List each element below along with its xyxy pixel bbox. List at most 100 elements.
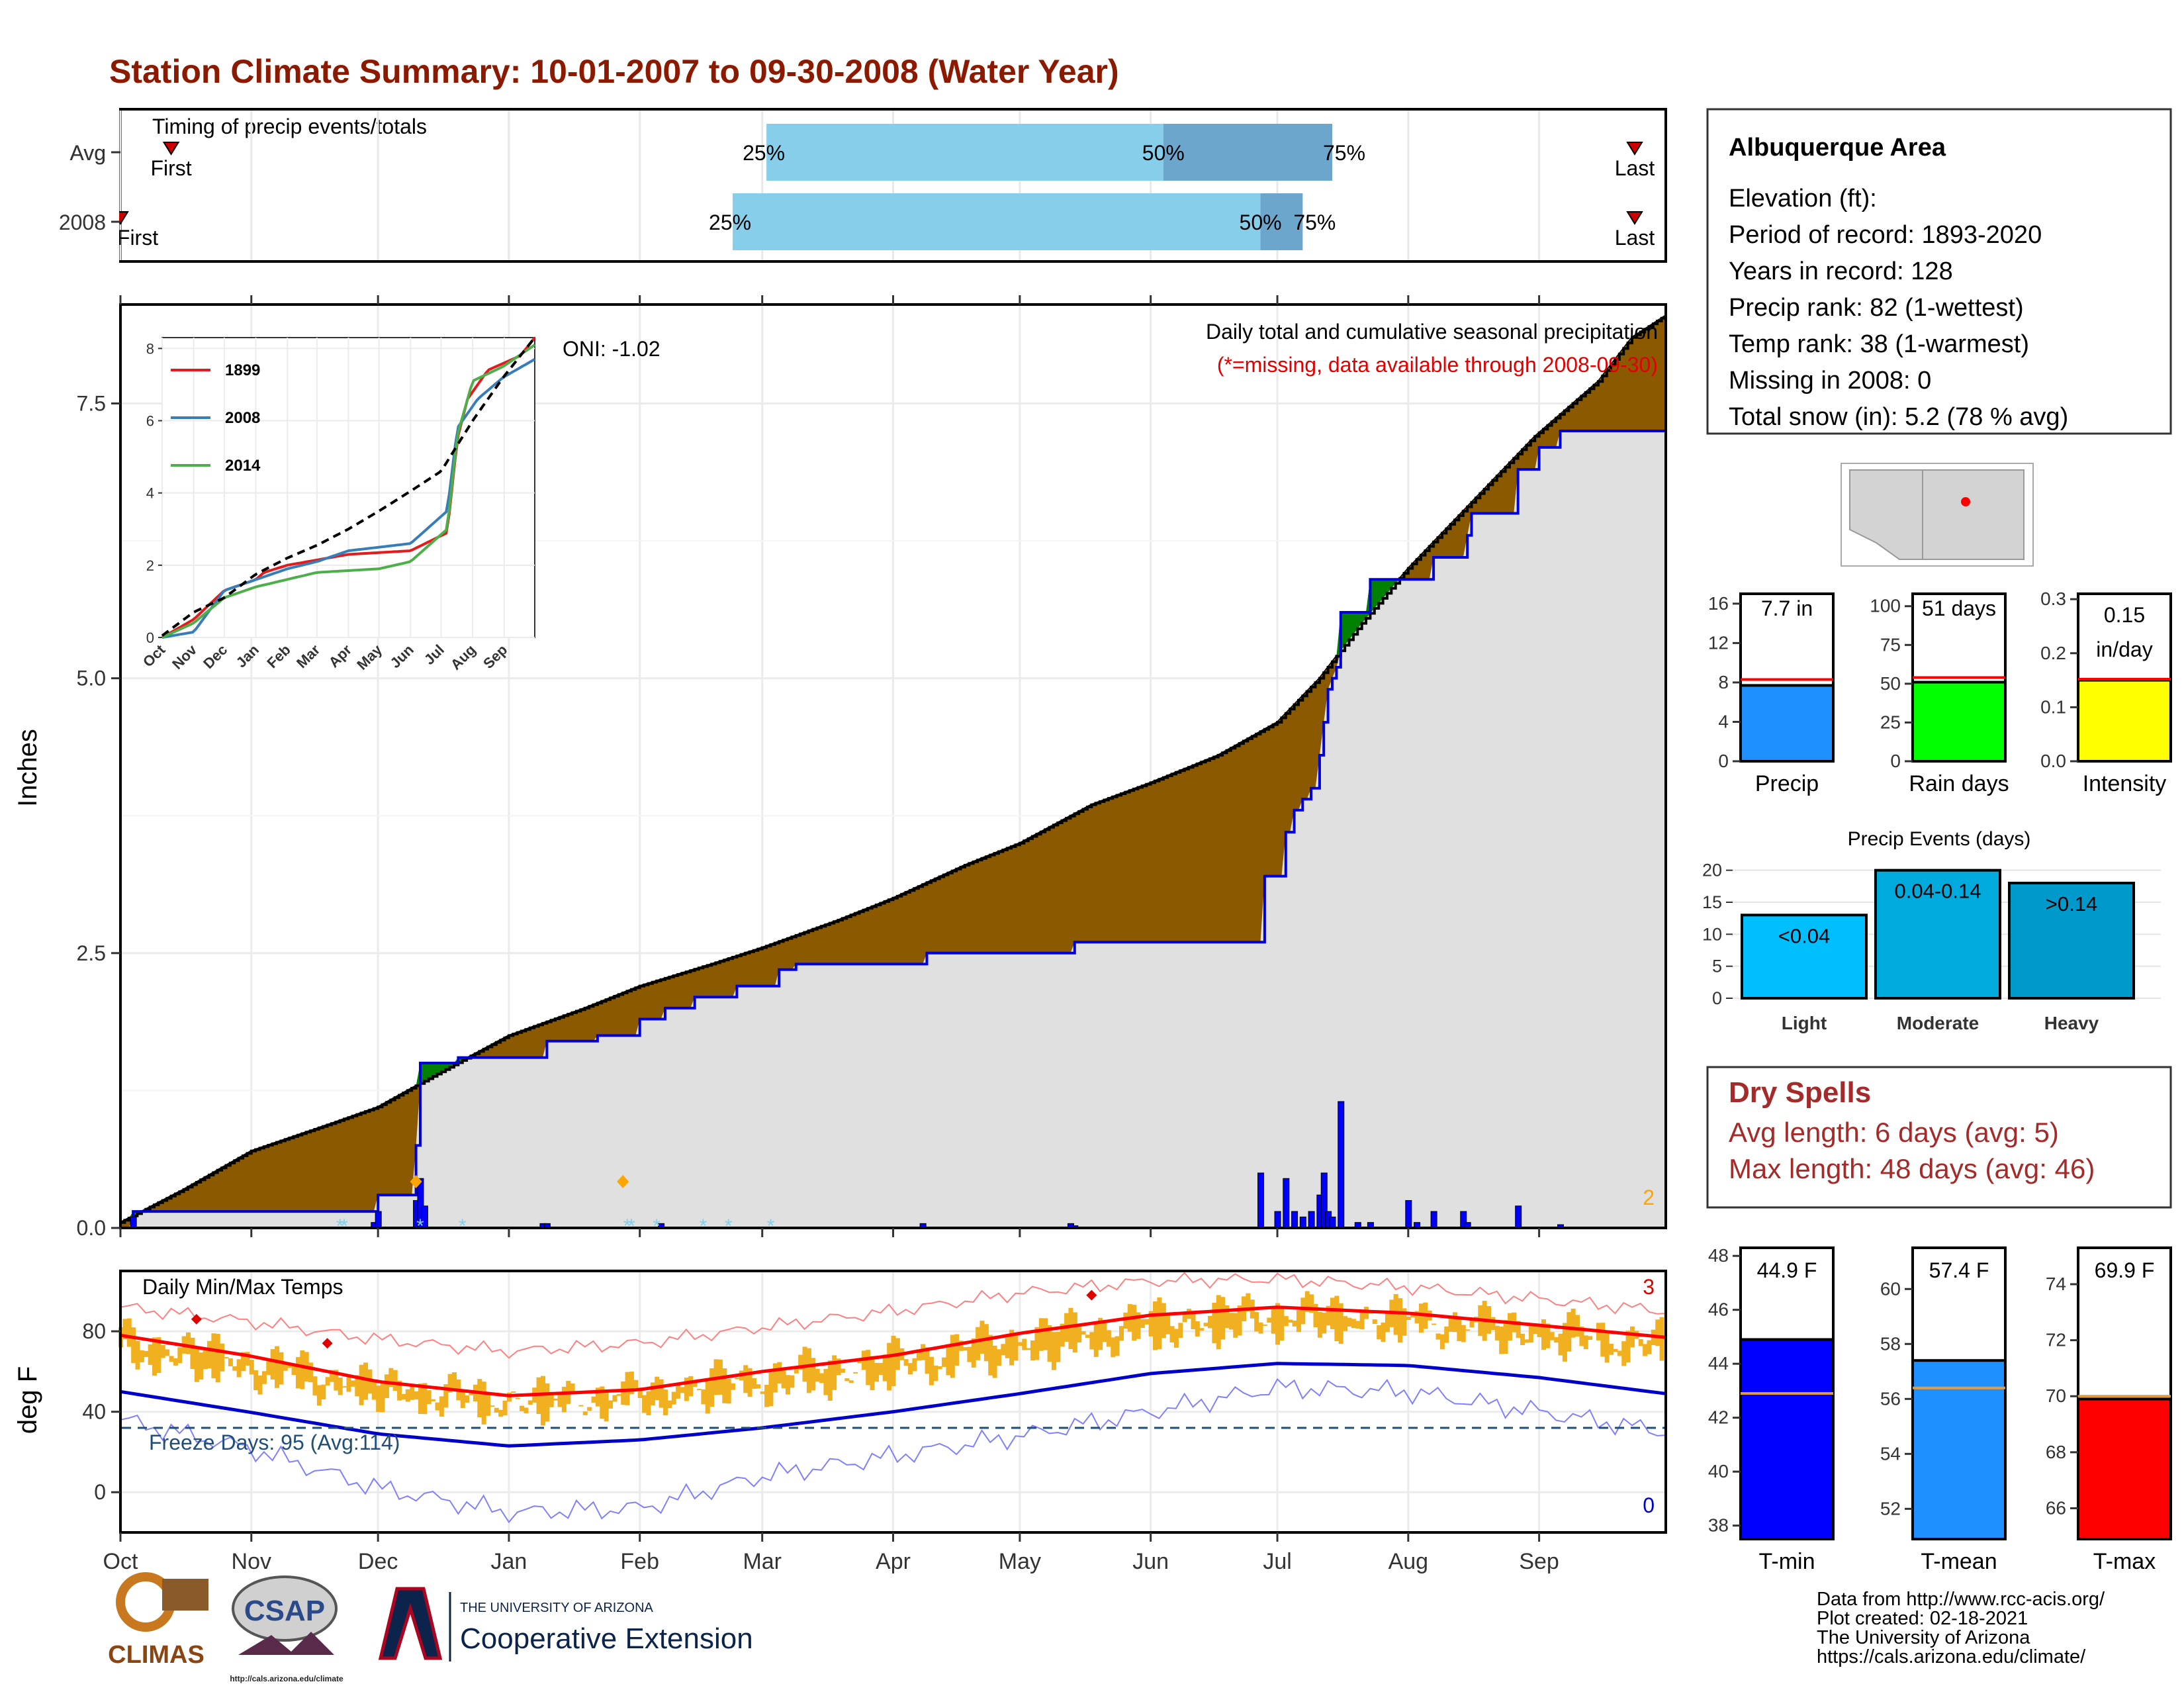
ua-line-1: THE UNIVERSITY OF ARIZONA bbox=[460, 1601, 654, 1615]
daily-temp-bar bbox=[1271, 1307, 1276, 1334]
temperature-summary-bars: 38 40 42 44 46 48 44.9 F T-min 52 54 56 58 60 57.4 F T… bbox=[1708, 1245, 2172, 1574]
daily-temp-bar bbox=[1022, 1338, 1027, 1350]
daily-temp-bar bbox=[1570, 1308, 1576, 1338]
daily-temp-bar bbox=[523, 1407, 529, 1413]
daily-temp-bar bbox=[206, 1340, 212, 1369]
daily-temp-bar bbox=[465, 1395, 470, 1403]
daily-temp-bar bbox=[790, 1375, 795, 1388]
inset-y-tick-label: 4 bbox=[146, 485, 154, 502]
daily-temp-bar bbox=[553, 1398, 559, 1401]
daily-temp-bar bbox=[629, 1372, 634, 1395]
daily-temp-bar bbox=[1558, 1333, 1563, 1356]
daily-temp-bar bbox=[912, 1358, 917, 1372]
events-bar-value: >0.14 bbox=[2046, 892, 2097, 915]
daily-temp-bar bbox=[190, 1337, 195, 1370]
daily-temp-bar bbox=[988, 1335, 993, 1376]
daily-temp-bar bbox=[646, 1391, 651, 1415]
daily-temp-bar bbox=[1148, 1311, 1154, 1336]
freeze-days-label: Freeze Days: 95 (Avg:114) bbox=[149, 1430, 400, 1454]
daily-temp-bar bbox=[621, 1381, 626, 1405]
first-event-label: First bbox=[117, 226, 158, 250]
daily-temp-bar bbox=[582, 1411, 588, 1415]
daily-temp-bar bbox=[781, 1368, 786, 1389]
daily-temp-bar bbox=[431, 1399, 436, 1401]
daily-temp-bar bbox=[1613, 1348, 1618, 1352]
daily-temp-bar bbox=[1182, 1313, 1187, 1323]
daily-temp-bar bbox=[1448, 1316, 1453, 1332]
daily-temp-bar bbox=[857, 1360, 862, 1364]
timing-p25-label: 25% bbox=[709, 211, 751, 234]
daily-temp-bar bbox=[1516, 1321, 1521, 1338]
record-high-marker bbox=[191, 1313, 202, 1325]
daily-temp-bar bbox=[1604, 1331, 1610, 1363]
precip-events-chart: Precip Events (days) 0 5 10 15 20 <0.04 Light 0.… bbox=[1702, 818, 2171, 1033]
oni-label: ONI: -1.02 bbox=[563, 337, 660, 361]
daily-temp-bar bbox=[1228, 1313, 1234, 1330]
daily-temp-bar bbox=[1643, 1344, 1648, 1356]
daily-temp-bar bbox=[422, 1383, 428, 1415]
daily-temp-bar bbox=[321, 1384, 326, 1400]
daily-temp-bar bbox=[933, 1365, 938, 1382]
daily-temp-bar bbox=[469, 1392, 474, 1395]
missing-day-marker: * bbox=[340, 1215, 348, 1237]
daily-precip-bar bbox=[1291, 1211, 1298, 1229]
temp-bar-value bbox=[2077, 1397, 2172, 1540]
daily-temp-bar bbox=[659, 1379, 664, 1408]
daily-temp-bar bbox=[996, 1349, 1001, 1366]
missing-day-marker: * bbox=[623, 1215, 631, 1237]
events-bar-value: <0.04 bbox=[1778, 924, 1830, 947]
mini-bar-tick-label: 16 bbox=[1708, 593, 1729, 614]
daily-temp-bar bbox=[447, 1374, 453, 1393]
temp-plot bbox=[118, 1272, 1666, 1524]
daily-temp-bar bbox=[1093, 1323, 1099, 1357]
station-info-line: Elevation (ft): bbox=[1729, 185, 1877, 212]
daily-temp-bar bbox=[481, 1382, 486, 1425]
events-bar-label: Heavy bbox=[2044, 1013, 2099, 1033]
daily-temp-bar bbox=[549, 1393, 554, 1407]
mini-bar-tick-label: 25 bbox=[1880, 712, 1901, 732]
daily-temp-bar bbox=[680, 1387, 685, 1393]
daily-precip-bar bbox=[1405, 1199, 1412, 1229]
month-tick-label: Apr bbox=[876, 1549, 911, 1574]
daily-temp-bar bbox=[477, 1379, 482, 1418]
daily-temp-bar bbox=[439, 1396, 444, 1417]
mini-bar-value-label: 0.15 bbox=[2104, 603, 2145, 627]
temp-bar-tick-label: 48 bbox=[1708, 1245, 1729, 1266]
daily-temp-bar bbox=[1617, 1350, 1622, 1356]
daily-temp-bar bbox=[1638, 1339, 1643, 1346]
month-tick-label: Jul bbox=[1263, 1549, 1291, 1574]
temperature-panel: 0 40 80 Oct Nov Dec Jan Feb Mar Apr May Jun Jul Aug S… bbox=[13, 1270, 1667, 1574]
daily-temp-bar bbox=[844, 1378, 850, 1382]
timing-p75-label: 75% bbox=[1293, 211, 1336, 234]
average-min-line bbox=[120, 1362, 1666, 1448]
daily-temp-bar bbox=[1503, 1320, 1508, 1354]
events-tick-label: 10 bbox=[1702, 924, 1722, 944]
daily-temp-bar bbox=[1655, 1319, 1661, 1346]
daily-temp-bar bbox=[637, 1390, 643, 1399]
daily-temp-bar bbox=[1153, 1301, 1158, 1350]
daily-temp-bar bbox=[1115, 1336, 1120, 1356]
csap-url: http://cals.arizona.edu/climate bbox=[230, 1674, 343, 1683]
daily-temp-bar bbox=[1453, 1312, 1458, 1333]
daily-temp-bar bbox=[1347, 1317, 1352, 1327]
daily-precip-bar bbox=[1308, 1211, 1315, 1229]
daily-temp-bar bbox=[1009, 1329, 1015, 1366]
daily-temp-bar bbox=[1469, 1318, 1475, 1328]
timing-caption: Timing of precip events/totals bbox=[152, 115, 427, 138]
station-box bbox=[1706, 108, 2172, 435]
daily-temp-bar bbox=[735, 1377, 740, 1380]
daily-temp-bar bbox=[1398, 1298, 1403, 1343]
daily-temp-bar bbox=[1406, 1317, 1411, 1320]
daily-temp-bar bbox=[194, 1346, 199, 1382]
timing-bar-50-75 bbox=[1163, 124, 1332, 181]
mini-bar-tick-label: 0.2 bbox=[2040, 643, 2066, 663]
daily-temp-bar bbox=[578, 1405, 584, 1407]
daily-temp-bar bbox=[241, 1352, 246, 1372]
daily-temp-bar bbox=[848, 1380, 854, 1383]
precip-y-tick-label: 2.5 bbox=[77, 941, 106, 965]
observed-cumulative-area bbox=[120, 431, 1666, 1228]
daily-temp-bar bbox=[701, 1389, 706, 1405]
daily-temp-bar bbox=[342, 1386, 347, 1388]
daily-temp-bar bbox=[1043, 1318, 1048, 1350]
daily-temp-bar bbox=[1507, 1313, 1512, 1341]
